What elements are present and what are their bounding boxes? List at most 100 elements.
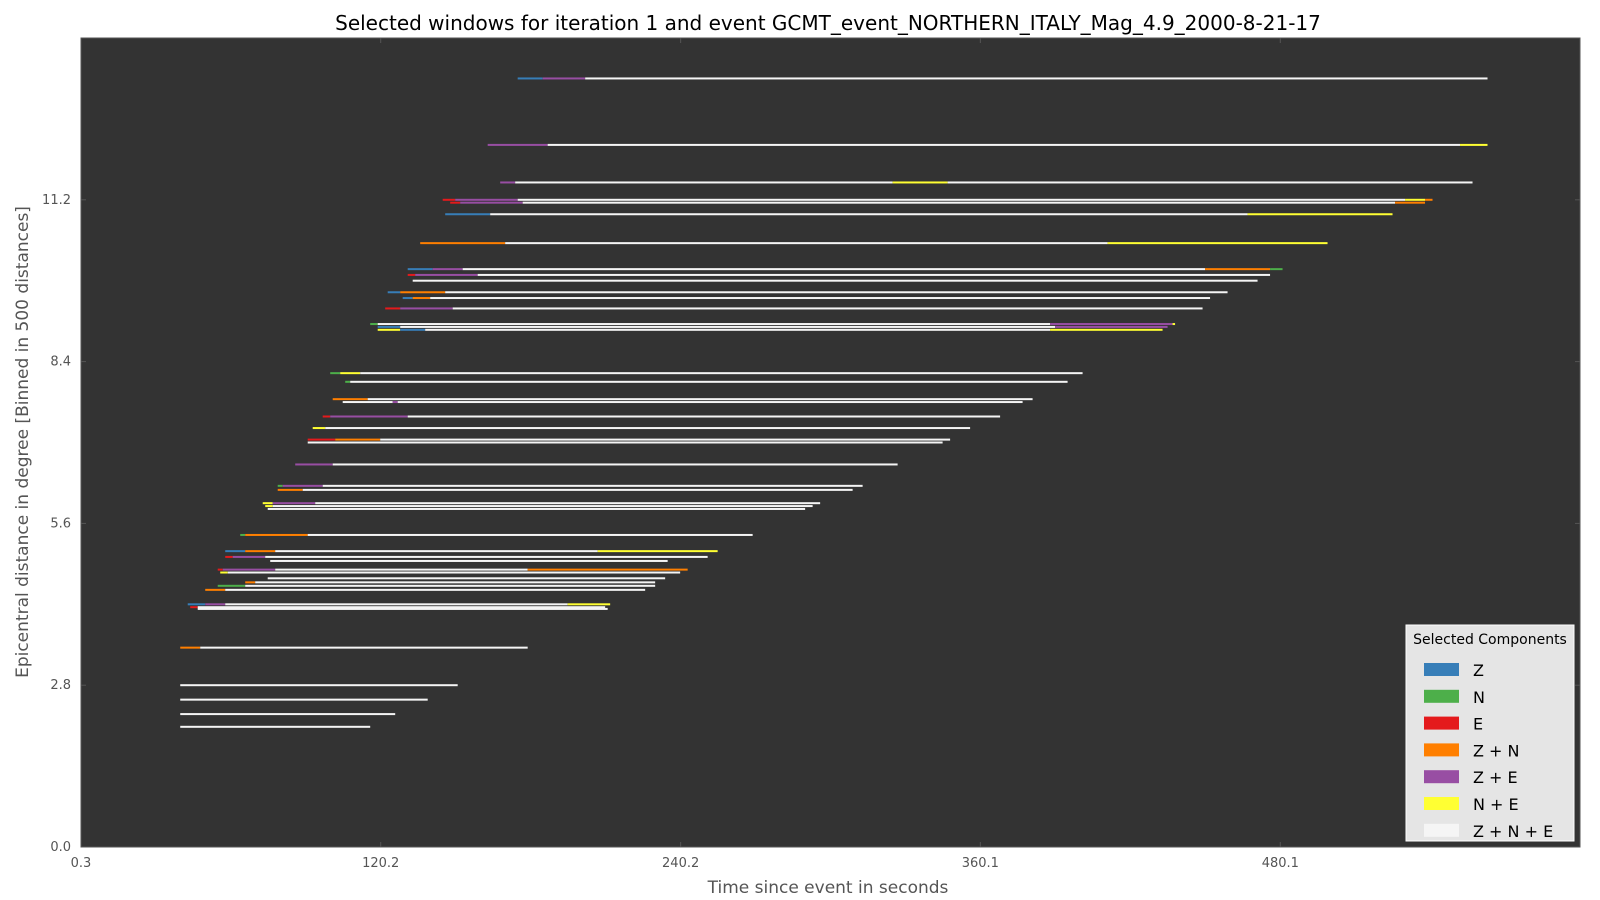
window-35-0 xyxy=(220,571,228,574)
window-28-1 xyxy=(272,505,813,508)
window-13-2 xyxy=(1050,323,1173,326)
window-2-2 xyxy=(892,181,948,184)
legend-label-NE: N + E xyxy=(1473,795,1519,814)
window-32-1 xyxy=(232,555,266,558)
legend-swatch-ZE xyxy=(1424,770,1459,784)
window-37-1 xyxy=(255,581,656,584)
window-27-1 xyxy=(272,502,316,505)
window-45-0 xyxy=(180,698,428,701)
window-4-3 xyxy=(1395,201,1426,204)
window-5-2 xyxy=(1247,213,1393,216)
window-43-0 xyxy=(180,646,201,649)
window-39-0 xyxy=(205,588,226,591)
legend-swatch-N xyxy=(1424,689,1459,703)
window-17-0 xyxy=(345,380,351,383)
x-tick-label-3: 360.1 xyxy=(962,856,999,871)
window-15-2 xyxy=(425,328,1051,331)
window-38-0 xyxy=(217,584,246,587)
y-tick-label-0: 0.0 xyxy=(50,840,71,855)
window-0-2 xyxy=(585,77,1488,80)
window-16-0 xyxy=(330,372,341,375)
window-33-0 xyxy=(270,559,668,562)
legend-swatch-E xyxy=(1424,716,1459,730)
window-11-0 xyxy=(402,297,413,300)
window-31-1 xyxy=(245,550,276,553)
legend-label-ZNE: Z + N + E xyxy=(1473,822,1553,841)
window-12-2 xyxy=(452,307,1203,310)
y-tick-label-4: 11.2 xyxy=(42,193,71,208)
window-1-0 xyxy=(487,143,548,146)
window-9-0 xyxy=(412,279,1258,282)
window-15-0 xyxy=(377,328,401,331)
window-3-0 xyxy=(442,198,456,201)
window-0-1 xyxy=(542,77,586,80)
window-11-1 xyxy=(412,297,431,300)
window-20-2 xyxy=(407,415,1001,418)
window-8-1 xyxy=(415,273,478,276)
window-7-2 xyxy=(462,268,1206,271)
window-38-1 xyxy=(245,584,656,587)
window-29-0 xyxy=(267,507,806,510)
window-26-0 xyxy=(277,488,303,491)
window-40-0 xyxy=(187,603,206,606)
window-32-0 xyxy=(225,555,233,558)
window-44-0 xyxy=(180,684,458,687)
window-25-0 xyxy=(277,484,283,487)
window-34-3 xyxy=(527,568,688,571)
window-8-0 xyxy=(407,273,416,276)
window-43-1 xyxy=(200,646,528,649)
window-10-0 xyxy=(387,291,401,294)
window-3-2 xyxy=(517,198,1406,201)
window-15-3 xyxy=(1050,328,1163,331)
window-37-0 xyxy=(245,581,256,584)
window-40-1 xyxy=(205,603,226,606)
y-tick-label-3: 8.4 xyxy=(50,355,71,370)
window-19-0 xyxy=(342,401,393,404)
window-8-2 xyxy=(477,273,1271,276)
window-46-0 xyxy=(180,713,396,716)
window-13-1 xyxy=(377,323,1051,326)
legend-label-Z: Z xyxy=(1473,661,1484,680)
window-24-0 xyxy=(295,463,333,466)
x-tick-label-1: 120.2 xyxy=(362,856,399,871)
window-31-3 xyxy=(597,550,718,553)
window-6-2 xyxy=(1107,242,1328,245)
legend-swatch-Z xyxy=(1424,663,1459,676)
window-10-2 xyxy=(445,291,1228,294)
window-14-1 xyxy=(400,325,1056,328)
window-42-0 xyxy=(197,607,608,610)
legend-label-ZN: Z + N xyxy=(1473,741,1520,760)
window-17-1 xyxy=(350,380,1068,383)
window-7-4 xyxy=(1270,268,1283,271)
window-20-1 xyxy=(330,415,408,418)
window-6-0 xyxy=(420,242,506,245)
window-3-1 xyxy=(455,198,518,201)
window-30-0 xyxy=(240,533,246,536)
window-41-0 xyxy=(190,606,198,609)
window-22-0 xyxy=(307,438,336,441)
window-18-0 xyxy=(332,398,368,401)
window-3-3 xyxy=(1405,198,1426,201)
window-10-1 xyxy=(400,291,446,294)
window-34-0 xyxy=(217,568,223,571)
window-5-1 xyxy=(490,213,1248,216)
y-tick-label-1: 2.8 xyxy=(50,678,71,693)
window-19-1 xyxy=(392,401,398,404)
window-40-3 xyxy=(567,603,611,606)
window-7-0 xyxy=(407,268,433,271)
window-0-0 xyxy=(517,77,543,80)
window-26-1 xyxy=(302,488,853,491)
window-11-2 xyxy=(430,297,1211,300)
window-16-1 xyxy=(340,372,361,375)
window-22-2 xyxy=(380,438,951,441)
window-15-1 xyxy=(400,328,426,331)
window-27-2 xyxy=(315,502,821,505)
window-1-1 xyxy=(547,143,1461,146)
axis-ticks: 0.3 120.2 240.2 360.1 480.1 0.0 2.8 5.6 8.4 11.2 xyxy=(42,38,1580,871)
legend-title: Selected Components xyxy=(1413,632,1567,648)
window-segments xyxy=(180,77,1488,728)
window-21-0 xyxy=(312,427,326,430)
window-6-1 xyxy=(505,242,1108,245)
window-25-2 xyxy=(322,484,863,487)
